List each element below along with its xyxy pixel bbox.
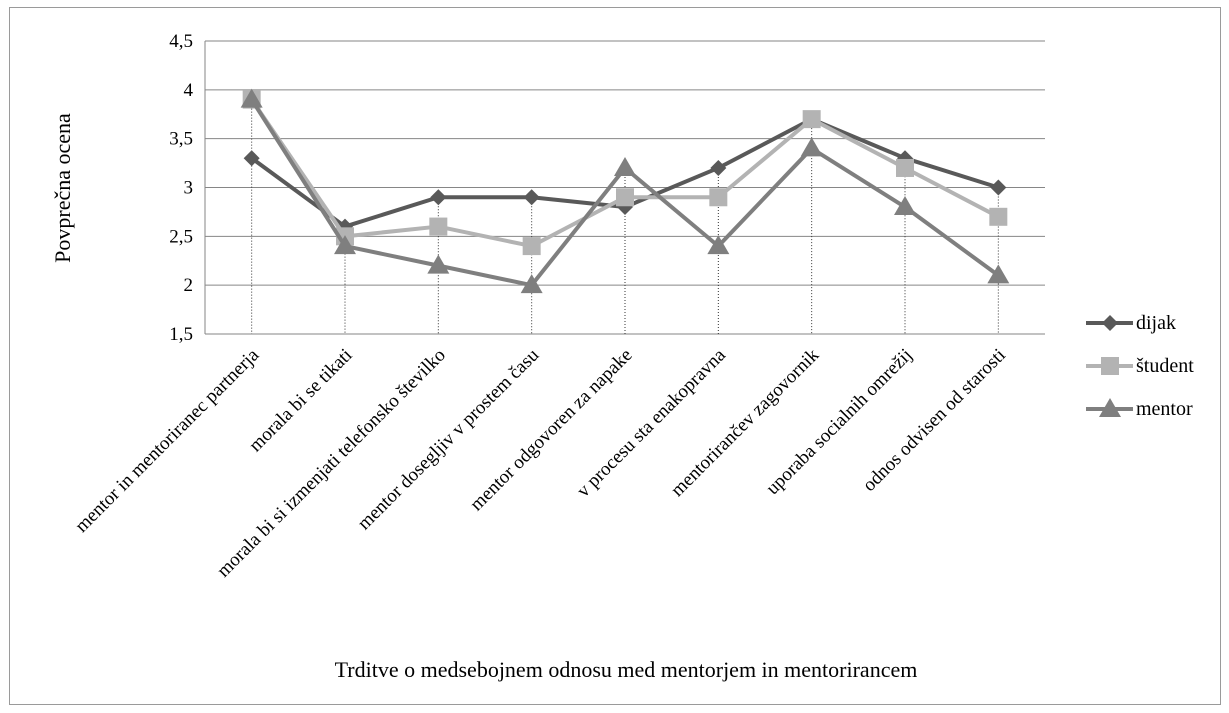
data-point-square	[709, 188, 728, 207]
y-tick-label: 2,5	[169, 226, 193, 247]
y-tick-label: 1,5	[169, 324, 193, 345]
data-point-triangle	[520, 274, 543, 294]
data-point-triangle	[614, 156, 636, 176]
data-point-triangle	[240, 88, 263, 108]
data-point-triangle	[800, 137, 823, 157]
data-point-square	[896, 158, 914, 177]
y-tick-label: 2	[184, 275, 194, 296]
data-point-square	[429, 217, 448, 236]
gridlines	[204, 40, 1045, 335]
data-point-triangle	[894, 196, 916, 216]
data-point-diamond	[243, 150, 260, 167]
data-point-diamond	[710, 159, 727, 176]
y-tick-label: 3,5	[169, 129, 193, 150]
series-mentor	[240, 88, 1010, 294]
data-point-square	[522, 237, 541, 256]
data-point-square	[1101, 357, 1119, 375]
y-axis-title: Povprečna ocena	[50, 113, 75, 263]
legend-label: dijak	[1136, 312, 1176, 334]
legend-label: študent	[1136, 355, 1194, 377]
series-group	[240, 88, 1010, 294]
x-tick-label: mentorirančev zagovornik	[667, 344, 824, 501]
y-tick-label: 4	[184, 80, 194, 101]
data-point-triangle	[334, 235, 356, 255]
data-point-square	[616, 188, 634, 207]
data-point-triangle	[427, 254, 450, 274]
legend-item-študent: študent	[1086, 355, 1194, 377]
legend-label: mentor	[1136, 398, 1193, 420]
x-tick-label: v procesu sta enakopravna	[573, 344, 730, 501]
data-point-diamond	[990, 179, 1007, 196]
data-point-triangle	[987, 264, 1010, 284]
x-axis-title: Trditve o medsebojnem odnosu med mentorj…	[335, 657, 918, 682]
y-axis-ticks: 1,5 2 2,5 3 3,5 4 4,5	[169, 31, 193, 345]
data-point-diamond	[1102, 315, 1118, 331]
drop-lines	[251, 99, 999, 334]
series-dijak	[243, 111, 1007, 235]
data-point-diamond	[523, 189, 540, 206]
x-tick-label: mentor dosegljiv v prostem času	[354, 344, 544, 534]
y-tick-label: 4,5	[169, 31, 193, 52]
x-tick-label: mentor odgovoren za napake	[466, 345, 636, 515]
y-tick-label: 3	[184, 178, 194, 199]
data-point-diamond	[430, 189, 447, 206]
data-point-triangle	[1099, 398, 1121, 417]
data-point-triangle	[707, 235, 730, 255]
data-point-square	[989, 207, 1008, 226]
legend: dijak študent mentor	[1086, 312, 1194, 420]
chart-frame	[9, 7, 1221, 705]
data-point-square	[802, 110, 821, 129]
x-tick-label: mentor in mentoriranec partnerja	[71, 344, 263, 536]
series-študent	[242, 90, 1008, 256]
legend-item-mentor: mentor	[1086, 398, 1193, 420]
legend-item-dijak: dijak	[1086, 312, 1176, 334]
